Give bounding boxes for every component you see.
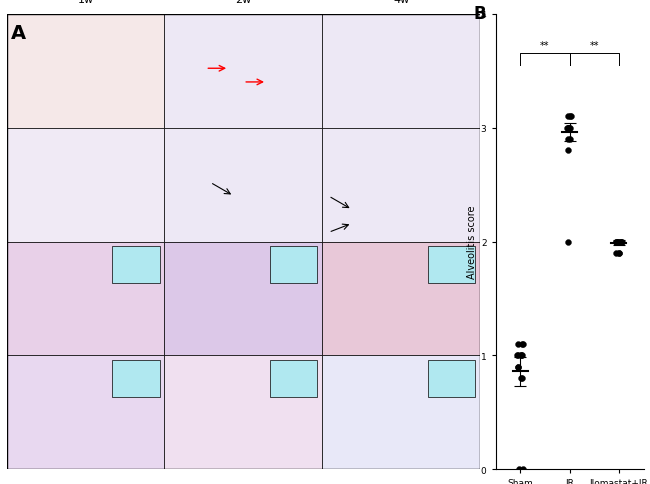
Point xyxy=(614,250,625,257)
Text: 4w: 4w xyxy=(393,0,410,5)
Bar xyxy=(164,242,322,356)
Point xyxy=(615,238,625,246)
Point xyxy=(563,136,573,144)
Point xyxy=(564,124,575,132)
Point xyxy=(515,375,526,382)
Text: 2w: 2w xyxy=(235,0,252,5)
Point xyxy=(517,466,528,473)
Text: B: B xyxy=(473,5,486,23)
Bar xyxy=(322,242,480,356)
Text: **: ** xyxy=(590,41,599,51)
Bar xyxy=(6,356,164,469)
Bar xyxy=(6,15,164,128)
Point xyxy=(611,238,621,246)
Point xyxy=(512,352,523,360)
Point xyxy=(563,124,573,132)
Bar xyxy=(164,15,322,128)
Point xyxy=(513,363,523,371)
Point xyxy=(514,341,524,348)
Point xyxy=(564,113,575,121)
Point xyxy=(612,238,623,246)
Point xyxy=(517,341,527,348)
Point xyxy=(562,124,573,132)
Point xyxy=(563,124,573,132)
Point xyxy=(515,352,526,360)
Point xyxy=(614,250,625,257)
Point xyxy=(616,238,627,246)
Point xyxy=(612,238,622,246)
Text: **: ** xyxy=(540,41,550,51)
Point xyxy=(564,124,575,132)
Point xyxy=(517,352,528,360)
Point xyxy=(566,113,577,121)
Bar xyxy=(428,360,475,397)
Bar xyxy=(322,15,480,128)
Point xyxy=(518,341,528,348)
Point xyxy=(516,352,526,360)
Point xyxy=(616,238,627,246)
Point xyxy=(516,375,526,382)
Text: 1w: 1w xyxy=(77,0,94,5)
Point xyxy=(562,147,573,155)
Point xyxy=(614,238,624,246)
Text: A: A xyxy=(11,24,27,43)
Point xyxy=(512,352,523,360)
Point xyxy=(514,466,525,473)
Bar xyxy=(164,128,322,242)
Point xyxy=(611,250,621,257)
Bar xyxy=(112,246,160,283)
Bar xyxy=(164,356,322,469)
Point xyxy=(616,238,626,246)
Point xyxy=(564,136,575,144)
Bar xyxy=(322,128,480,242)
Point xyxy=(562,113,573,121)
Bar xyxy=(6,242,164,356)
Bar xyxy=(428,246,475,283)
Bar xyxy=(112,360,160,397)
Bar xyxy=(322,356,480,469)
Point xyxy=(564,124,574,132)
Point xyxy=(513,363,523,371)
Bar xyxy=(270,360,317,397)
Point xyxy=(565,124,575,132)
Bar xyxy=(270,246,317,283)
Point xyxy=(562,238,573,246)
Y-axis label: Alveolitis score: Alveolitis score xyxy=(467,205,476,279)
Point xyxy=(611,238,621,246)
Bar xyxy=(6,128,164,242)
